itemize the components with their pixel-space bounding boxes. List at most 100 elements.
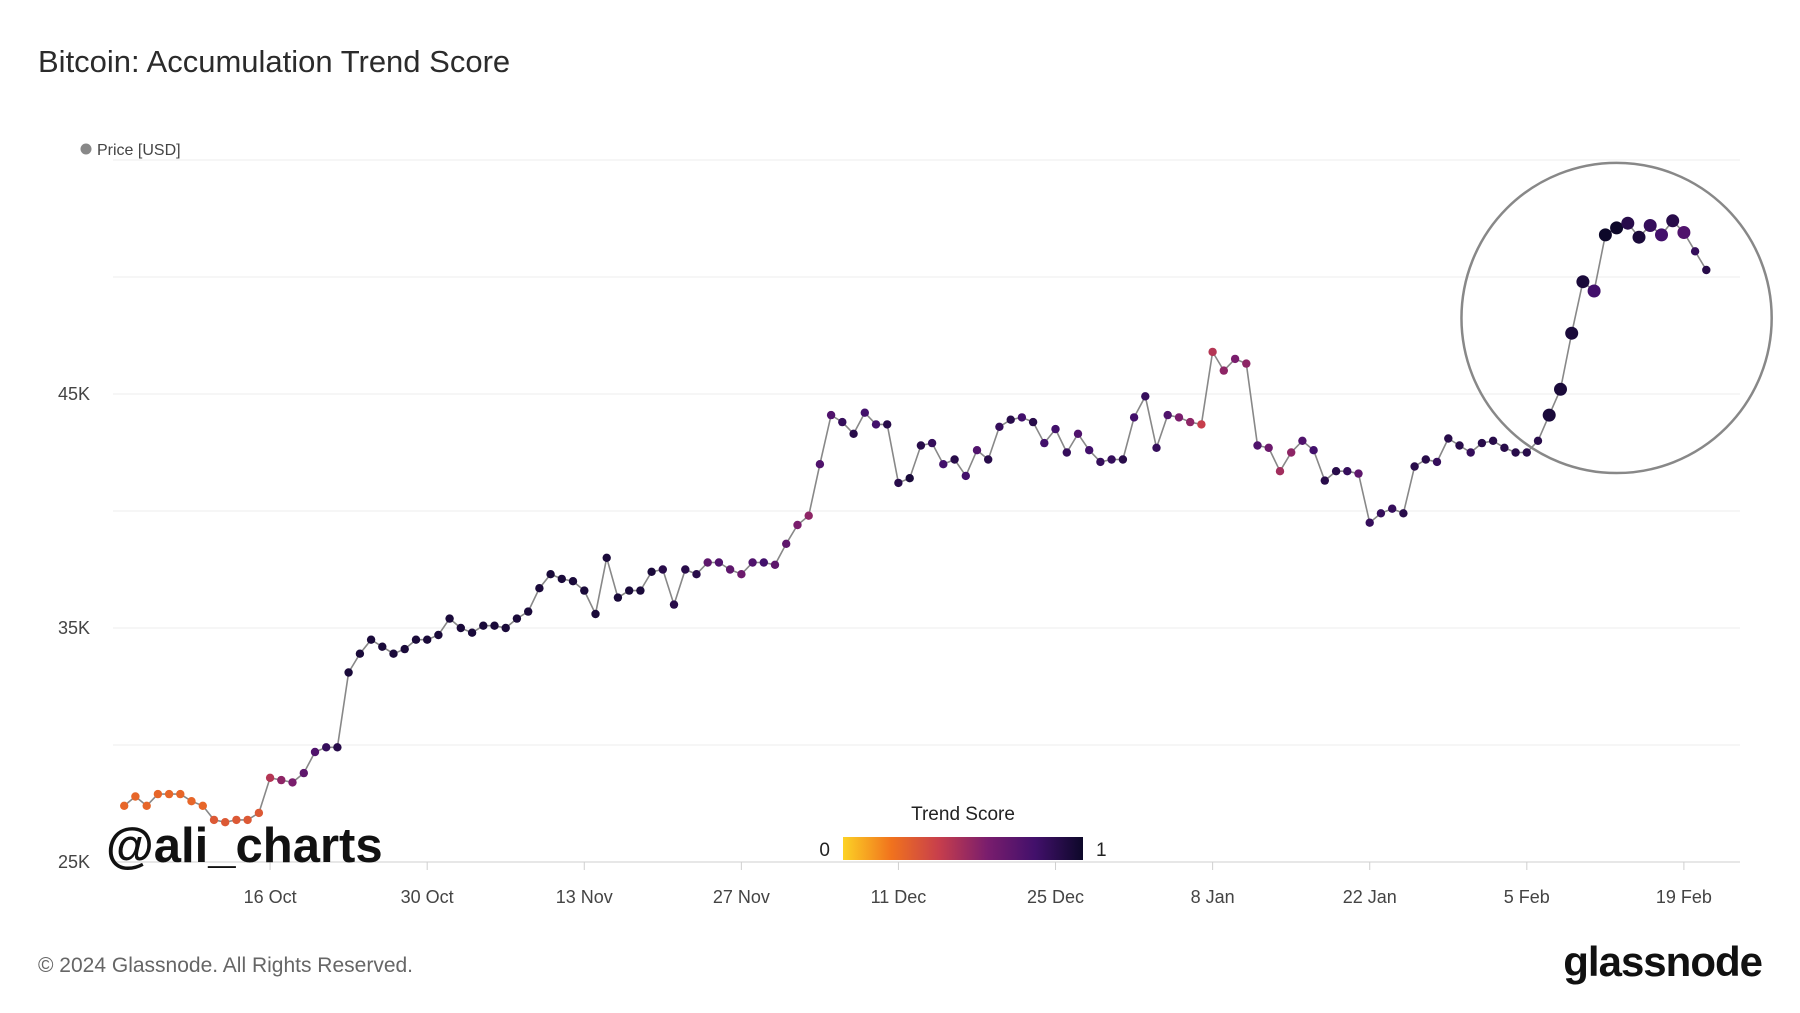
data-point <box>714 558 724 567</box>
x-tick-label: 5 Feb <box>1504 887 1550 907</box>
data-point <box>1309 446 1318 455</box>
data-point <box>198 801 207 810</box>
data-points <box>120 214 1711 827</box>
data-point <box>1107 455 1116 464</box>
data-point <box>1542 408 1556 422</box>
data-point <box>120 801 129 810</box>
data-point <box>557 574 566 584</box>
data-point <box>636 586 645 595</box>
data-point <box>221 818 230 827</box>
data-point <box>243 815 252 825</box>
data-point <box>669 600 679 609</box>
data-point <box>456 623 465 633</box>
data-point <box>804 511 813 520</box>
x-tick-label: 11 Dec <box>871 887 927 907</box>
data-point <box>602 553 611 562</box>
data-point <box>1565 326 1579 340</box>
data-point <box>310 747 320 757</box>
chart-title: Bitcoin: Accumulation Trend Score <box>38 44 511 79</box>
data-point <box>490 621 499 630</box>
data-point <box>1432 457 1442 467</box>
x-tick-label: 13 Nov <box>556 887 613 907</box>
data-point <box>703 558 712 567</box>
data-point <box>1141 392 1150 401</box>
data-point <box>1051 424 1060 434</box>
data-point <box>1376 509 1386 518</box>
glassnode-logo: glassnode <box>1563 938 1763 985</box>
legend[interactable]: Price [USD] <box>80 142 181 159</box>
y-tick-label: 45K <box>58 384 90 404</box>
data-point <box>1253 441 1262 450</box>
data-point <box>277 775 286 785</box>
data-point <box>782 539 791 548</box>
data-point <box>1320 476 1330 485</box>
data-point <box>1477 438 1487 448</box>
x-tick-label: 27 Nov <box>713 887 770 907</box>
data-point <box>984 455 993 464</box>
data-point <box>378 642 387 651</box>
data-point <box>524 607 533 616</box>
data-point <box>972 446 982 455</box>
data-point <box>1287 448 1296 457</box>
data-point <box>1354 469 1363 478</box>
data-point <box>288 778 297 787</box>
highlight-circle <box>1460 161 1773 475</box>
data-point <box>1610 221 1624 235</box>
data-point <box>1163 410 1172 420</box>
annotation-circle <box>1460 161 1773 475</box>
data-point <box>423 635 432 644</box>
x-tick-label: 25 Dec <box>1027 887 1084 907</box>
data-point <box>1399 509 1408 518</box>
data-point <box>725 565 735 574</box>
data-point <box>849 429 858 438</box>
data-point <box>131 792 140 801</box>
data-point <box>1632 230 1646 244</box>
data-point <box>647 567 656 576</box>
data-point <box>1242 359 1251 368</box>
data-point <box>1298 436 1307 445</box>
x-tick-label: 22 Jan <box>1343 887 1397 907</box>
data-point <box>434 630 443 640</box>
data-point <box>389 649 398 658</box>
data-point <box>1028 417 1038 427</box>
data-point <box>770 560 780 569</box>
data-point <box>366 635 376 644</box>
data-point <box>153 789 163 799</box>
data-point <box>1666 214 1680 228</box>
data-point <box>1702 265 1711 275</box>
data-point <box>1017 413 1027 422</box>
colorbar-title: Trend Score <box>911 804 1015 825</box>
data-point <box>748 558 757 567</box>
data-point <box>1388 504 1397 513</box>
data-point <box>1331 467 1341 476</box>
data-point <box>1152 443 1161 452</box>
data-point <box>1174 413 1184 422</box>
price-line <box>123 219 1707 824</box>
data-point <box>793 520 802 530</box>
data-point <box>1062 448 1072 457</box>
data-point <box>1129 413 1139 422</box>
data-point <box>1219 366 1229 375</box>
data-point <box>400 644 409 654</box>
colorbar-gradient <box>843 837 1083 860</box>
data-point <box>1677 226 1691 239</box>
data-point <box>299 768 308 778</box>
data-point <box>1085 446 1094 455</box>
y-tick-label: 25K <box>58 852 90 872</box>
data-point <box>1554 382 1567 396</box>
data-point <box>1455 441 1464 450</box>
data-point <box>658 565 667 574</box>
data-point <box>1690 247 1700 256</box>
x-tick-label: 16 Oct <box>244 887 297 907</box>
data-point <box>445 614 454 623</box>
data-point <box>344 668 353 677</box>
x-tick-label: 30 Oct <box>401 887 454 907</box>
data-point <box>625 586 634 595</box>
data-point <box>1118 455 1128 464</box>
copyright-text: © 2024 Glassnode. All Rights Reserved. <box>38 954 414 977</box>
data-point <box>871 420 881 429</box>
data-point <box>737 570 746 579</box>
data-point <box>333 743 342 752</box>
x-tick-label: 19 Feb <box>1656 887 1712 907</box>
data-point <box>894 478 903 488</box>
